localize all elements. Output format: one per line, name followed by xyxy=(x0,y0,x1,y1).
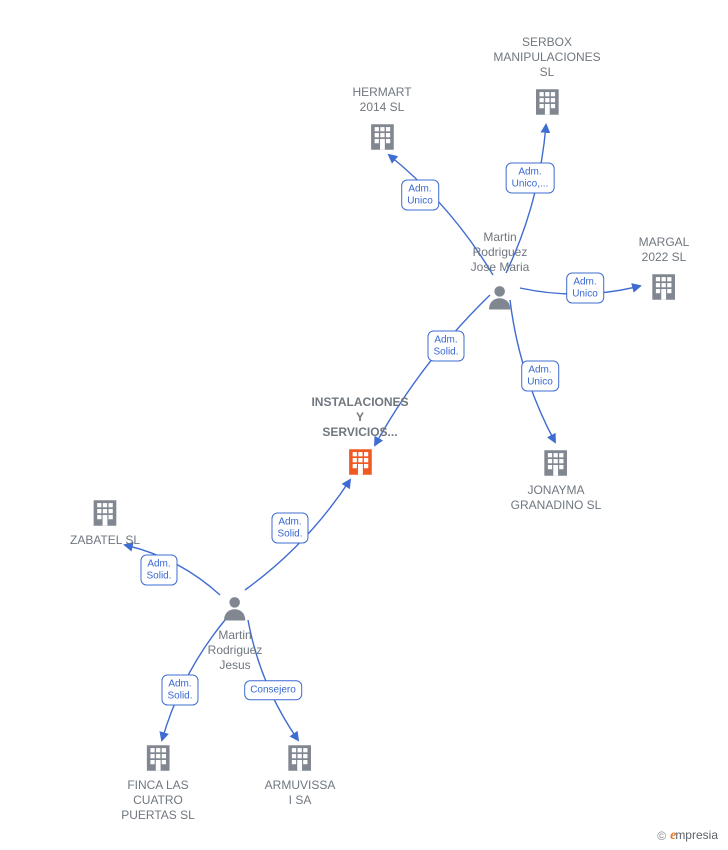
building-icon xyxy=(539,446,573,480)
building-icon xyxy=(88,496,122,530)
node-margal[interactable]: MARGAL 2022 SL xyxy=(639,235,690,305)
node-label: SERBOX MANIPULACIONES SL xyxy=(493,35,600,80)
building-icon xyxy=(530,85,564,119)
node-label: Martin Rodriguez Jesus xyxy=(208,628,263,673)
node-label: JONAYMA GRANADINO SL xyxy=(511,483,602,513)
node-hermart[interactable]: HERMART 2014 SL xyxy=(352,85,411,155)
building-icon xyxy=(365,120,399,154)
edge-label: Adm. Solid. xyxy=(427,331,464,362)
node-label: INSTALACIONES Y SERVICIOS... xyxy=(311,395,408,440)
building-icon xyxy=(647,270,681,304)
person-icon xyxy=(220,593,250,623)
node-label: ZABATEL SL xyxy=(70,533,140,548)
node-label: Martin Rodriguez Jose Maria xyxy=(471,230,530,275)
edge-label: Adm. Solid. xyxy=(140,555,177,586)
building-icon xyxy=(364,119,400,155)
copyright-symbol: © xyxy=(657,829,666,843)
node-central[interactable]: INSTALACIONES Y SERVICIOS... xyxy=(311,395,408,480)
node-pers_josemaria[interactable]: Martin Rodriguez Jose Maria xyxy=(471,230,530,315)
building-icon xyxy=(283,741,317,775)
node-zabatel[interactable]: ZABATEL SL xyxy=(70,495,140,550)
edge-label: Adm. Unico xyxy=(566,273,604,304)
building-icon xyxy=(141,741,175,775)
person-icon xyxy=(485,282,515,312)
building-icon xyxy=(343,445,377,479)
edge-label: Adm. Unico xyxy=(401,180,439,211)
node-finca[interactable]: FINCA LAS CUATRO PUERTAS SL xyxy=(121,740,195,825)
brand-text: mpresia xyxy=(675,828,718,842)
node-label: MARGAL 2022 SL xyxy=(639,235,690,265)
edge-label: Adm. Solid. xyxy=(271,513,308,544)
node-armuvissa[interactable]: ARMUVISSA I SA xyxy=(265,740,336,810)
person-icon xyxy=(217,590,253,626)
watermark: © empresia xyxy=(657,828,718,844)
node-pers_jesus[interactable]: Martin Rodriguez Jesus xyxy=(208,590,263,675)
diagram-stage: INSTALACIONES Y SERVICIOS... Martin Rodr… xyxy=(0,0,728,850)
building-icon xyxy=(646,269,682,305)
building-icon xyxy=(342,444,378,480)
building-icon xyxy=(140,740,176,776)
edge-label: Adm. Unico xyxy=(521,361,559,392)
node-label: HERMART 2014 SL xyxy=(352,85,411,115)
node-label: FINCA LAS CUATRO PUERTAS SL xyxy=(121,778,195,823)
edge-label: Consejero xyxy=(244,680,302,700)
building-icon xyxy=(538,445,574,481)
edge-label: Adm. Solid. xyxy=(161,675,198,706)
building-icon xyxy=(87,495,123,531)
node-label: ARMUVISSA I SA xyxy=(265,778,336,808)
person-icon xyxy=(482,279,518,315)
building-icon xyxy=(282,740,318,776)
node-jonayma[interactable]: JONAYMA GRANADINO SL xyxy=(511,445,602,515)
building-icon xyxy=(529,84,565,120)
node-serbox[interactable]: SERBOX MANIPULACIONES SL xyxy=(493,35,600,120)
edge-label: Adm. Unico,... xyxy=(506,163,555,194)
